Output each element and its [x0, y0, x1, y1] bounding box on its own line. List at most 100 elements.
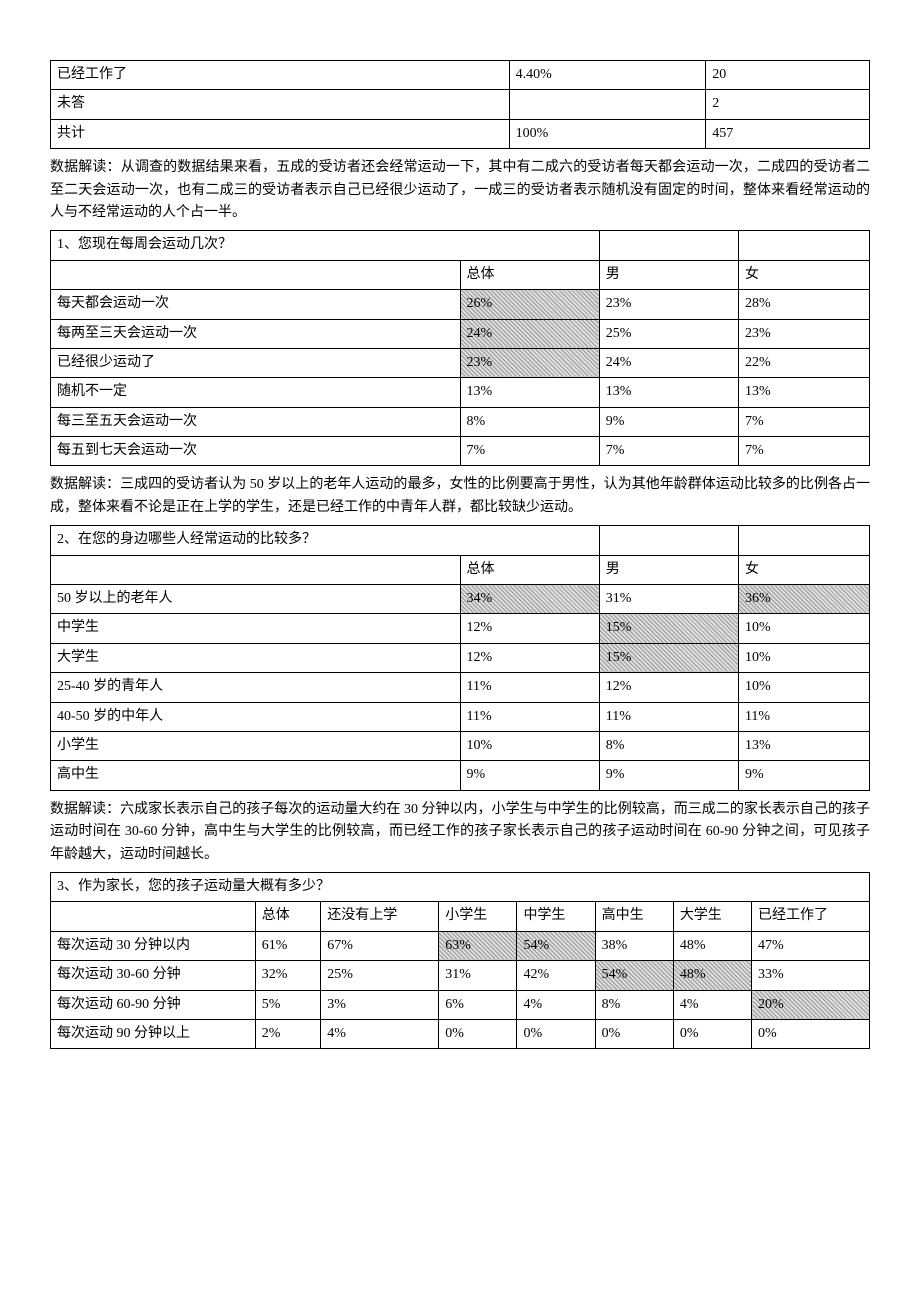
- cell: 50 岁以上的老年人: [51, 585, 461, 614]
- table-row: 未答 2: [51, 90, 870, 119]
- cell: [509, 90, 706, 119]
- table-row: 25-40 岁的青年人11%12%10%: [51, 673, 870, 702]
- cell: 23%: [460, 348, 599, 377]
- cell: 9%: [738, 761, 869, 790]
- cell: 67%: [321, 931, 439, 960]
- cell: 32%: [255, 961, 321, 990]
- table-title: 3、作为家长，您的孩子运动量大概有多少？: [51, 872, 870, 901]
- header-cell: 总体: [460, 260, 599, 289]
- cell: 25%: [321, 961, 439, 990]
- cell: 42%: [517, 961, 595, 990]
- cell: 54%: [595, 961, 673, 990]
- table-q1: 1、您现在每周会运动几次？总体男女每天都会运动一次26%23%28%每两至三天会…: [50, 230, 870, 466]
- cell: 36%: [738, 585, 869, 614]
- table-row: 每次运动 90 分钟以上2%4%0%0%0%0%0%: [51, 1019, 870, 1048]
- cell: 2: [706, 90, 870, 119]
- cell: [738, 526, 869, 555]
- cell: 7%: [460, 437, 599, 466]
- table-title-row: 3、作为家长，您的孩子运动量大概有多少？: [51, 872, 870, 901]
- cell: 24%: [599, 348, 738, 377]
- cell: 每两至三天会运动一次: [51, 319, 461, 348]
- cell: 13%: [460, 378, 599, 407]
- cell: 3%: [321, 990, 439, 1019]
- cell: 9%: [599, 761, 738, 790]
- cell: 9%: [599, 407, 738, 436]
- cell: 61%: [255, 931, 321, 960]
- table-top-partial: 已经工作了4.40%20未答2共计100%457: [50, 60, 870, 149]
- cell: 34%: [460, 585, 599, 614]
- table-title: 1、您现在每周会运动几次？: [51, 231, 600, 260]
- cell: 已经很少运动了: [51, 348, 461, 377]
- cell: 8%: [595, 990, 673, 1019]
- cell: 8%: [599, 731, 738, 760]
- header-cell: 中学生: [517, 902, 595, 931]
- paragraph-1: 数据解读：从调查的数据结果来看，五成的受访者还会经常运动一下，其中有二成六的受访…: [50, 157, 870, 224]
- table-row: 每三至五天会运动一次8%9%7%: [51, 407, 870, 436]
- header-cell: [51, 555, 461, 584]
- cell: 457: [706, 119, 870, 148]
- cell: [599, 231, 738, 260]
- paragraph-2: 数据解读：三成四的受访者认为 50 岁以上的老年人运动的最多，女性的比例要高于男…: [50, 474, 870, 519]
- header-cell: [51, 902, 256, 931]
- cell: 31%: [439, 961, 517, 990]
- cell: 6%: [439, 990, 517, 1019]
- cell: 大学生: [51, 643, 461, 672]
- header-cell: [51, 260, 461, 289]
- table-row: 每天都会运动一次26%23%28%: [51, 290, 870, 319]
- cell: 13%: [599, 378, 738, 407]
- cell: 33%: [752, 961, 870, 990]
- cell: 每次运动 60-90 分钟: [51, 990, 256, 1019]
- table-row: 40-50 岁的中年人11%11%11%: [51, 702, 870, 731]
- cell: 47%: [752, 931, 870, 960]
- cell: 4%: [321, 1019, 439, 1048]
- cell: 12%: [460, 614, 599, 643]
- paragraph-3: 数据解读：六成家长表示自己的孩子每次的运动量大约在 30 分钟以内，小学生与中学…: [50, 799, 870, 866]
- cell: 15%: [599, 614, 738, 643]
- header-cell: 已经工作了: [752, 902, 870, 931]
- cell: 10%: [738, 614, 869, 643]
- header-cell: 女: [738, 555, 869, 584]
- header-cell: 大学生: [673, 902, 751, 931]
- cell: 22%: [738, 348, 869, 377]
- header-cell: 小学生: [439, 902, 517, 931]
- cell: 54%: [517, 931, 595, 960]
- cell: [738, 231, 869, 260]
- table-title-row: 2、在您的身边哪些人经常运动的比较多？: [51, 526, 870, 555]
- table-row: 每次运动 60-90 分钟5%3%6%4%8%4%20%: [51, 990, 870, 1019]
- cell: 每五到七天会运动一次: [51, 437, 461, 466]
- cell: 小学生: [51, 731, 461, 760]
- cell: 每天都会运动一次: [51, 290, 461, 319]
- cell: 24%: [460, 319, 599, 348]
- table-row: 小学生10%8%13%: [51, 731, 870, 760]
- cell: 23%: [599, 290, 738, 319]
- header-cell: 女: [738, 260, 869, 289]
- cell: 0%: [517, 1019, 595, 1048]
- cell: 15%: [599, 643, 738, 672]
- cell: 未答: [51, 90, 510, 119]
- table-row: 50 岁以上的老年人34%31%36%: [51, 585, 870, 614]
- cell: 7%: [738, 407, 869, 436]
- cell: 0%: [673, 1019, 751, 1048]
- header-cell: 总体: [255, 902, 321, 931]
- header-cell: 还没有上学: [321, 902, 439, 931]
- cell: 40-50 岁的中年人: [51, 702, 461, 731]
- cell: 10%: [738, 643, 869, 672]
- cell: 9%: [460, 761, 599, 790]
- cell: 4%: [673, 990, 751, 1019]
- cell: 0%: [439, 1019, 517, 1048]
- cell: 13%: [738, 378, 869, 407]
- cell: 48%: [673, 961, 751, 990]
- cell: 11%: [460, 702, 599, 731]
- table-row: 每五到七天会运动一次7%7%7%: [51, 437, 870, 466]
- table-row: 每次运动 30 分钟以内61%67%63%54%38%48%47%: [51, 931, 870, 960]
- cell: 每次运动 30-60 分钟: [51, 961, 256, 990]
- cell: 63%: [439, 931, 517, 960]
- cell: 0%: [752, 1019, 870, 1048]
- cell: 11%: [460, 673, 599, 702]
- cell: 23%: [738, 319, 869, 348]
- cell: 25-40 岁的青年人: [51, 673, 461, 702]
- table-row: 已经工作了4.40%20: [51, 61, 870, 90]
- table-row: 每次运动 30-60 分钟32%25%31%42%54%48%33%: [51, 961, 870, 990]
- header-cell: 高中生: [595, 902, 673, 931]
- cell: 20: [706, 61, 870, 90]
